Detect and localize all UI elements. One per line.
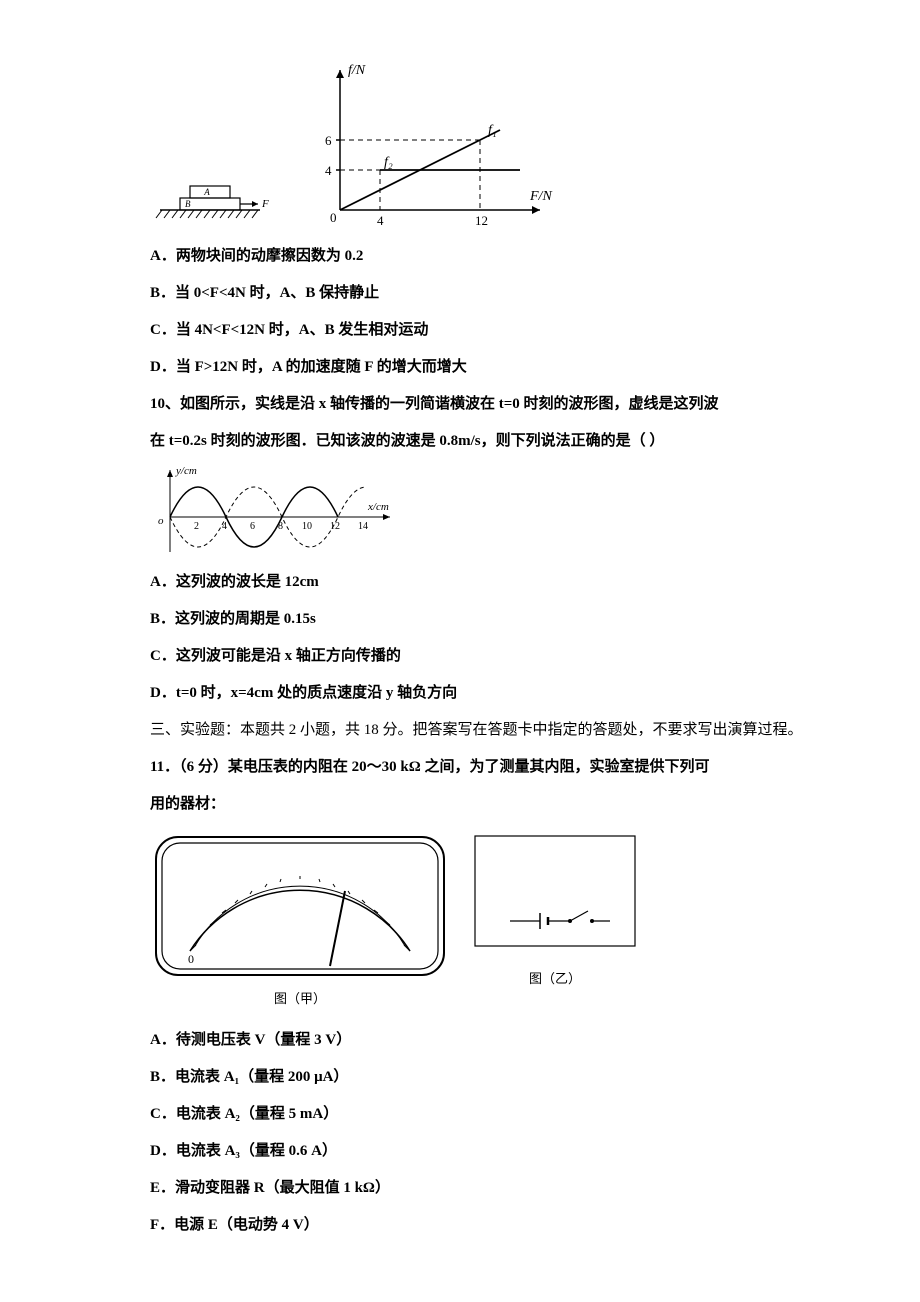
q9-option-c: C．当 4N<F<12N 时，A、B 发生相对运动 [150, 314, 820, 347]
q11-option-f: F．电源 E（电动势 4 V） [150, 1209, 820, 1242]
q10-stem-1: 10、如图所示，实线是沿 x 轴传播的一列简谐横波在 t=0 时刻的波形图，虚线… [150, 388, 820, 421]
meter-zero: 0 [188, 952, 194, 966]
meter-caption: 图（甲） [150, 985, 450, 1014]
section-3-title: 三、实验题：本题共 2 小题，共 18 分。把答案写在答题卡中指定的答题处，不要… [150, 714, 820, 747]
block-a-label: A [203, 187, 210, 197]
q11-option-a: A．待测电压表 V（量程 3 V） [150, 1024, 820, 1057]
q10-option-d: D．t=0 时，x=4cm 处的质点速度沿 y 轴负方向 [150, 677, 820, 710]
q11-stem-2: 用的器材： [150, 788, 820, 821]
f1-label: f₁ [488, 123, 497, 138]
q9-block-diagram: B A F [150, 150, 280, 230]
q10-option-b: B．这列波的周期是 0.15s [150, 603, 820, 636]
q11-figure-row: 0 图（甲） 图（乙） [150, 831, 820, 1014]
q9-option-d: D．当 F>12N 时，A 的加速度随 F 的增大而增大 [150, 351, 820, 384]
q11-option-e: E．滑动变阻器 R（最大阻值 1 kΩ） [150, 1172, 820, 1205]
x-axis-label: F/N [529, 189, 552, 204]
origin-label: 0 [330, 210, 337, 225]
q10-option-a: A．这列波的波长是 12cm [150, 566, 820, 599]
q9-graph: f/N F/N 0 6 4 4 12 f₁ f₂ [300, 60, 560, 230]
tick-2: 2 [194, 521, 199, 532]
q11-option-d: D．电流表 A₃（量程 0.6 A） [150, 1135, 820, 1168]
xtick-4: 4 [377, 213, 384, 228]
tick-10: 10 [302, 521, 312, 532]
meter-figure: 0 [150, 831, 450, 981]
q10-stem-2: 在 t=0.2s 时刻的波形图．已知该波的波速是 0.8m/s，则下列说法正确的… [150, 425, 820, 458]
tick-6: 6 [250, 521, 255, 532]
circuit-figure-wrap: 图（乙） [470, 831, 640, 994]
meter-figure-wrap: 0 图（甲） [150, 831, 450, 1014]
force-f-label: F [261, 198, 269, 210]
xtick-12: 12 [475, 213, 488, 228]
ytick-4: 4 [325, 163, 332, 178]
q10-xaxis: x/cm [367, 501, 389, 513]
block-b-label: B [185, 199, 191, 209]
circuit-figure [470, 831, 640, 961]
q10-option-c: C．这列波可能是沿 x 轴正方向传播的 [150, 640, 820, 673]
ytick-6: 6 [325, 133, 332, 148]
q11-option-b: B．电流表 A₁（量程 200 μA） [150, 1061, 820, 1094]
q9-option-a: A．两物块间的动摩擦因数为 0.2 [150, 240, 820, 273]
q9-figure-row: B A F f/N F/N 0 6 4 4 12 [150, 60, 820, 230]
q11-stem-1: 11．（6 分）某电压表的内阻在 20～30 kΩ 之间，为了测量其内阻，实验室… [150, 751, 820, 784]
circuit-caption: 图（乙） [470, 965, 640, 994]
q10-origin: o [158, 515, 164, 527]
q11-option-c: C．电流表 A₂（量程 5 mA） [150, 1098, 820, 1131]
tick-12: 12 [330, 521, 340, 532]
q10-yaxis: y/cm [175, 465, 197, 477]
q9-option-b: B．当 0<F<4N 时，A、B 保持静止 [150, 277, 820, 310]
tick-14: 14 [358, 521, 368, 532]
f2-label: f₂ [384, 155, 393, 170]
q10-wave-graph: y/cm x/cm o 2 4 6 8 10 12 14 [150, 462, 410, 562]
y-axis-label: f/N [348, 63, 366, 78]
